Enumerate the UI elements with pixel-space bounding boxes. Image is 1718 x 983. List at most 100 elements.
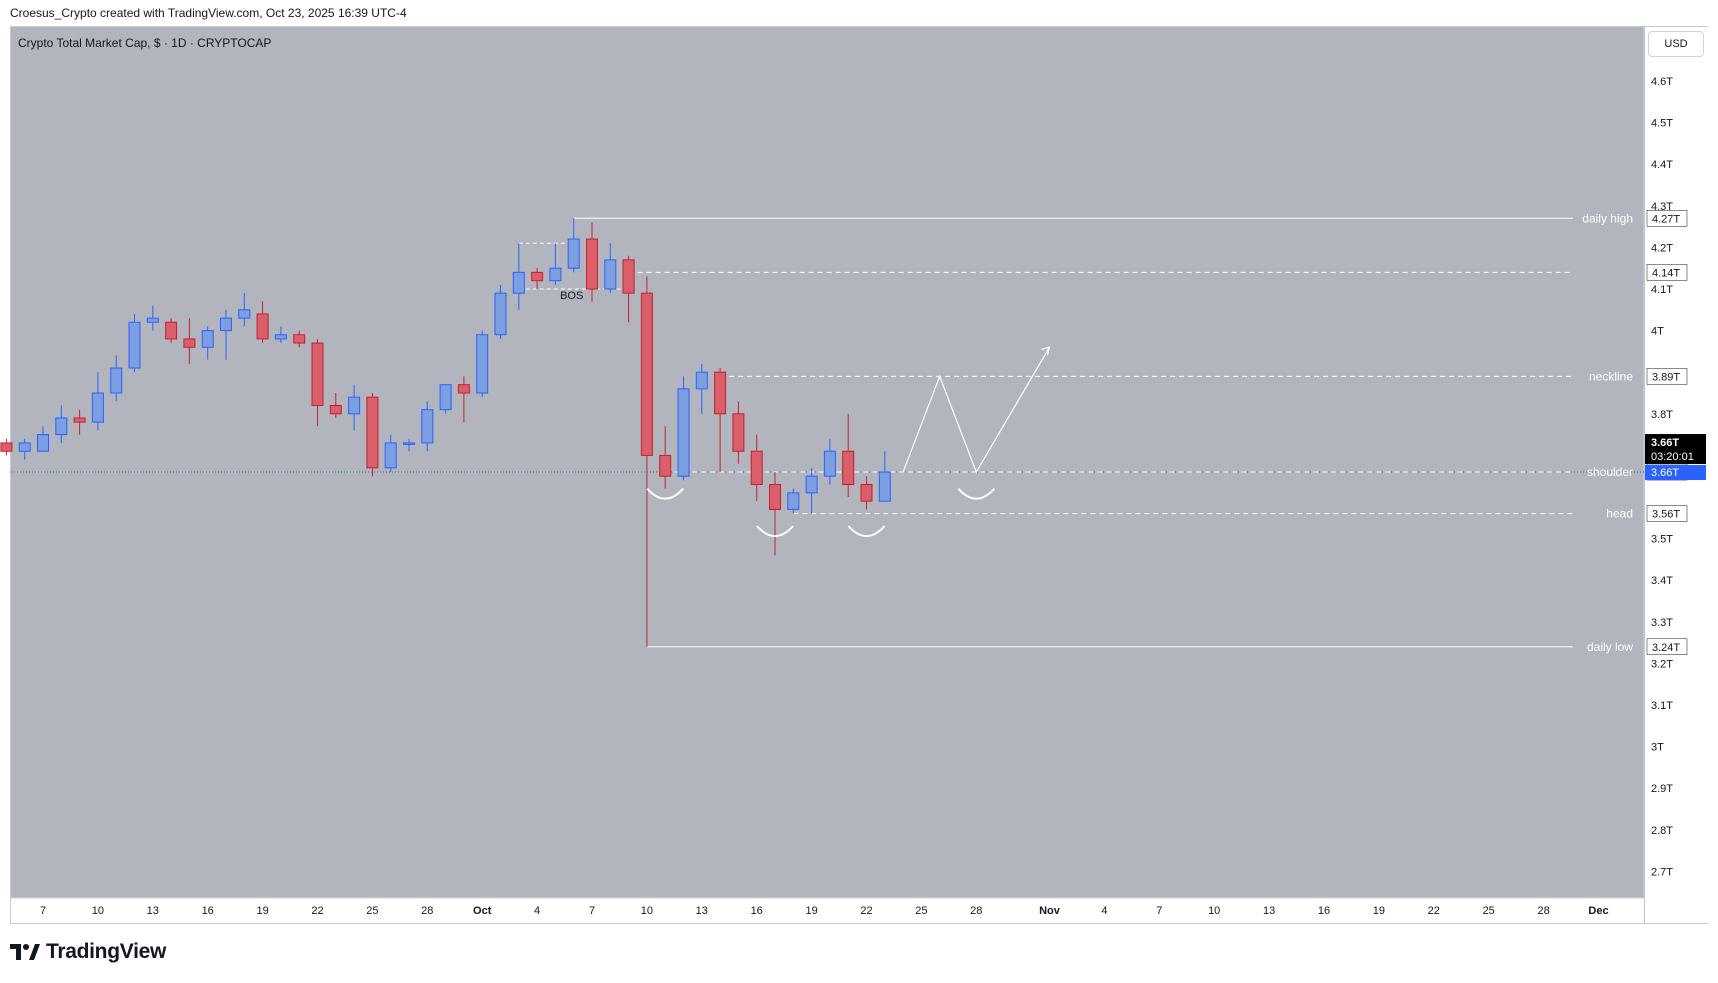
candle-body	[366, 396, 379, 469]
chart-attribution: Croesus_Crypto created with TradingView.…	[10, 6, 407, 20]
y-tick-label: 3.5T	[1651, 534, 1673, 546]
candle-body	[549, 267, 562, 282]
candle-body	[512, 271, 525, 294]
candle-body	[457, 384, 470, 394]
level-label: daily low	[1587, 640, 1633, 654]
x-tick-label: 16	[751, 905, 763, 917]
candle-body	[73, 417, 86, 423]
currency-button[interactable]: USD	[1648, 31, 1704, 57]
level-label: head	[1606, 507, 1633, 521]
candle-body	[476, 334, 489, 394]
candle-body	[220, 317, 232, 332]
x-tick-label: Nov	[1039, 905, 1061, 917]
y-tick-label: 4.4T	[1651, 159, 1673, 171]
y-tick-label: 2.8T	[1651, 825, 1673, 837]
y-tick-label: 4.1T	[1651, 284, 1673, 296]
x-tick-label: 25	[915, 905, 927, 917]
x-tick-label: 10	[641, 905, 653, 917]
pattern-arc	[847, 525, 886, 538]
x-tick-label: 4	[1101, 905, 1107, 917]
tradingview-logo: TradingView	[10, 940, 166, 964]
y-tick-label: 3.3T	[1651, 617, 1673, 629]
y-tick-label: 4T	[1651, 326, 1664, 338]
x-tick-label: 25	[1483, 905, 1495, 917]
y-tick-label: 3.4T	[1651, 575, 1673, 587]
candle-body	[732, 413, 745, 452]
y-tick-label: 4.5T	[1651, 118, 1673, 130]
live-price-badge	[1645, 465, 1706, 481]
countdown-text: 03:20:01	[1651, 451, 1694, 463]
candle-body	[695, 371, 708, 390]
candle-body	[55, 417, 68, 436]
candle-body	[769, 484, 781, 510]
y-tick-label: 2.7T	[1651, 866, 1673, 878]
x-tick-label: 13	[147, 905, 159, 917]
level-badge-text: 3.56T	[1652, 509, 1680, 521]
x-tick-label: 7	[40, 905, 46, 917]
candle-body	[18, 442, 31, 452]
tradingview-wordmark: TradingView	[46, 940, 167, 963]
candle-body	[201, 330, 214, 348]
y-tick-label: 2.9T	[1651, 783, 1673, 795]
candle-body	[311, 342, 324, 406]
candle-body	[586, 238, 598, 290]
candle-body	[604, 259, 617, 290]
candle-body	[165, 321, 178, 340]
level-badge-text: 3.24T	[1652, 642, 1680, 654]
candle-body	[805, 475, 818, 494]
projection-arrowhead	[1041, 346, 1051, 356]
level-badge	[1646, 368, 1688, 385]
y-tick-label: 3.2T	[1651, 658, 1673, 670]
candle-body	[878, 471, 891, 502]
level-badge	[1646, 264, 1688, 281]
candle-body	[567, 238, 580, 269]
y-tick-label: 3T	[1651, 742, 1664, 754]
x-tick-label: 13	[696, 905, 708, 917]
x-tick-label: 10	[92, 905, 104, 917]
projection-path	[902, 346, 1051, 474]
x-tick-label: Dec	[1588, 905, 1608, 917]
pattern-arc	[756, 525, 794, 538]
candle-body	[110, 367, 123, 394]
candle-body	[274, 334, 287, 340]
candle-body	[750, 450, 763, 486]
bos-label: BOS	[560, 290, 583, 302]
pattern-arc	[957, 488, 996, 500]
y-tick-label: 4.6T	[1651, 76, 1673, 88]
x-tick-label: 4	[534, 905, 540, 917]
chart-title: Crypto Total Market Cap, $ · 1D · CRYPTO…	[18, 36, 272, 50]
x-tick-label: Oct	[473, 905, 492, 917]
level-badge-text: 4.27T	[1652, 213, 1680, 225]
candle-body	[640, 292, 653, 456]
candle-body	[238, 309, 251, 319]
x-tick-label: 19	[805, 905, 817, 917]
candle-body	[823, 450, 836, 477]
x-tick-label: 25	[366, 905, 378, 917]
candle-body	[494, 292, 507, 336]
x-tick-label: 16	[1318, 905, 1330, 917]
live-price-text: 3.66T	[1651, 467, 1679, 479]
x-tick-label: 28	[970, 905, 982, 917]
level-label: daily high	[1582, 211, 1633, 225]
x-tick-label: 22	[1428, 905, 1440, 917]
candle-body	[842, 450, 855, 486]
candle-body	[128, 321, 141, 369]
y-tick-label: 3.1T	[1651, 700, 1673, 712]
candle-body	[0, 442, 13, 452]
x-tick-label: 22	[860, 905, 872, 917]
candle-body	[860, 484, 873, 502]
candle-body	[714, 371, 727, 415]
candle-body	[421, 409, 434, 444]
candle-body	[787, 492, 800, 510]
candle-body	[37, 434, 49, 452]
x-tick-label: 28	[1537, 905, 1549, 917]
current-price-badge	[1645, 434, 1706, 465]
x-tick-label: 19	[256, 905, 268, 917]
x-tick-label: 19	[1373, 905, 1385, 917]
y-tick-label: 4.3T	[1651, 201, 1673, 213]
y-tick-label: 3.8T	[1651, 409, 1673, 421]
candle-body	[677, 388, 690, 477]
candle-body	[329, 404, 342, 415]
x-tick-label: 10	[1208, 905, 1220, 917]
